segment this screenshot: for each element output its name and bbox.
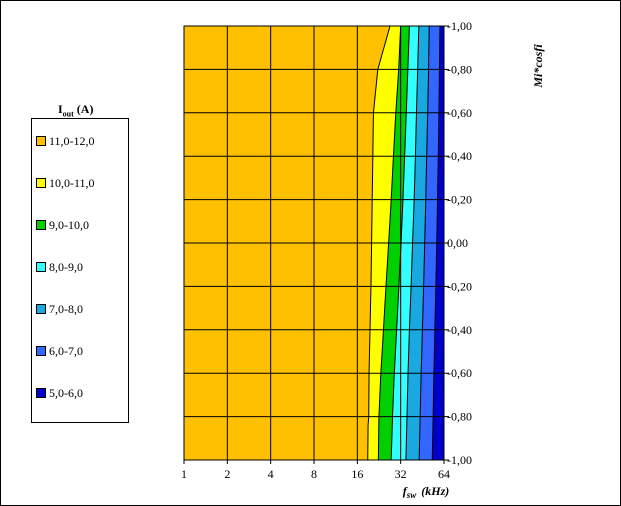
x-tick-label: 16 xyxy=(351,467,363,481)
y-tick-label: -0,40 xyxy=(447,149,472,163)
legend-label: 11,0-12,0 xyxy=(49,133,95,148)
y-tick-label: -0,60 xyxy=(447,106,472,120)
x-axis-title-symbol: f xyxy=(403,484,408,498)
y-axis-ticks: -1,00 -0,80 -0,60 -0,40 -0,20 0,00 -0,20 -0,40 -… xyxy=(444,19,472,467)
legend-item: 8,0-9,0 xyxy=(36,260,83,274)
contour-line-4 xyxy=(405,25,420,461)
legend-swatch xyxy=(36,304,46,314)
legend-item: 10,0-11,0 xyxy=(36,176,95,190)
legend-label: 6,0-7,0 xyxy=(49,343,83,358)
legend-label: 5,0-6,0 xyxy=(49,385,83,400)
y-tick-label: -0,20 xyxy=(447,193,472,207)
y-axis-title: Mi*cosfi xyxy=(531,44,545,89)
y-tick-label: 0,00 xyxy=(447,236,468,250)
legend-swatch xyxy=(36,136,46,146)
contour-line-6 xyxy=(431,25,441,461)
x-tick-label: 32 xyxy=(395,467,407,481)
legend-label: 9,0-10,0 xyxy=(49,217,89,232)
legend-swatch xyxy=(36,220,46,230)
contour-line-5 xyxy=(418,25,430,461)
contour-line-1 xyxy=(367,25,391,461)
x-axis-title-sub: sw xyxy=(406,490,418,500)
x-tick-label: 2 xyxy=(224,467,230,481)
legend-label: 8,0-9,0 xyxy=(49,259,83,274)
x-axis-title-unit: (kHz) xyxy=(421,484,449,498)
legend-title-sub: out xyxy=(62,109,74,119)
legend-swatch xyxy=(36,346,46,356)
contour-lines xyxy=(367,25,441,461)
legend-swatch xyxy=(36,178,46,188)
contour-line-2 xyxy=(377,25,402,461)
y-tick-label: -0,80 xyxy=(447,410,472,424)
legend-title-unit: (A) xyxy=(73,102,94,116)
x-axis-ticks: 1 2 4 8 16 32 64 xyxy=(181,460,450,481)
x-axis-title: fsw (kHz) xyxy=(403,484,450,500)
y-tick-label: -0,80 xyxy=(447,62,472,76)
x-tick-label: 1 xyxy=(181,467,187,481)
x-tick-label: 8 xyxy=(311,467,317,481)
contour-line-3 xyxy=(390,25,410,461)
legend-item: 5,0-6,0 xyxy=(36,386,83,400)
x-tick-label: 64 xyxy=(438,467,450,481)
legend-swatch xyxy=(36,388,46,398)
y-tick-label: -1,00 xyxy=(447,19,472,33)
legend-item: 9,0-10,0 xyxy=(36,218,89,232)
legend: 11,0-12,0 10,0-11,0 9,0-10,0 8,0-9,0 7,0-8,0… xyxy=(31,118,129,423)
legend-label: 7,0-8,0 xyxy=(49,301,83,316)
y-tick-label: -0,40 xyxy=(447,323,472,337)
legend-item: 7,0-8,0 xyxy=(36,302,83,316)
legend-item: 11,0-12,0 xyxy=(36,134,95,148)
legend-label: 10,0-11,0 xyxy=(49,175,95,190)
y-tick-label: -0,60 xyxy=(447,366,472,380)
y-tick-label: -0,20 xyxy=(447,279,472,293)
legend-title: Iout (A) xyxy=(58,102,93,118)
legend-title-main: I xyxy=(58,102,63,116)
y-tick-label: -1,00 xyxy=(447,453,472,467)
legend-item: 6,0-7,0 xyxy=(36,344,83,358)
x-tick-label: 4 xyxy=(268,467,274,481)
legend-swatch xyxy=(36,262,46,272)
